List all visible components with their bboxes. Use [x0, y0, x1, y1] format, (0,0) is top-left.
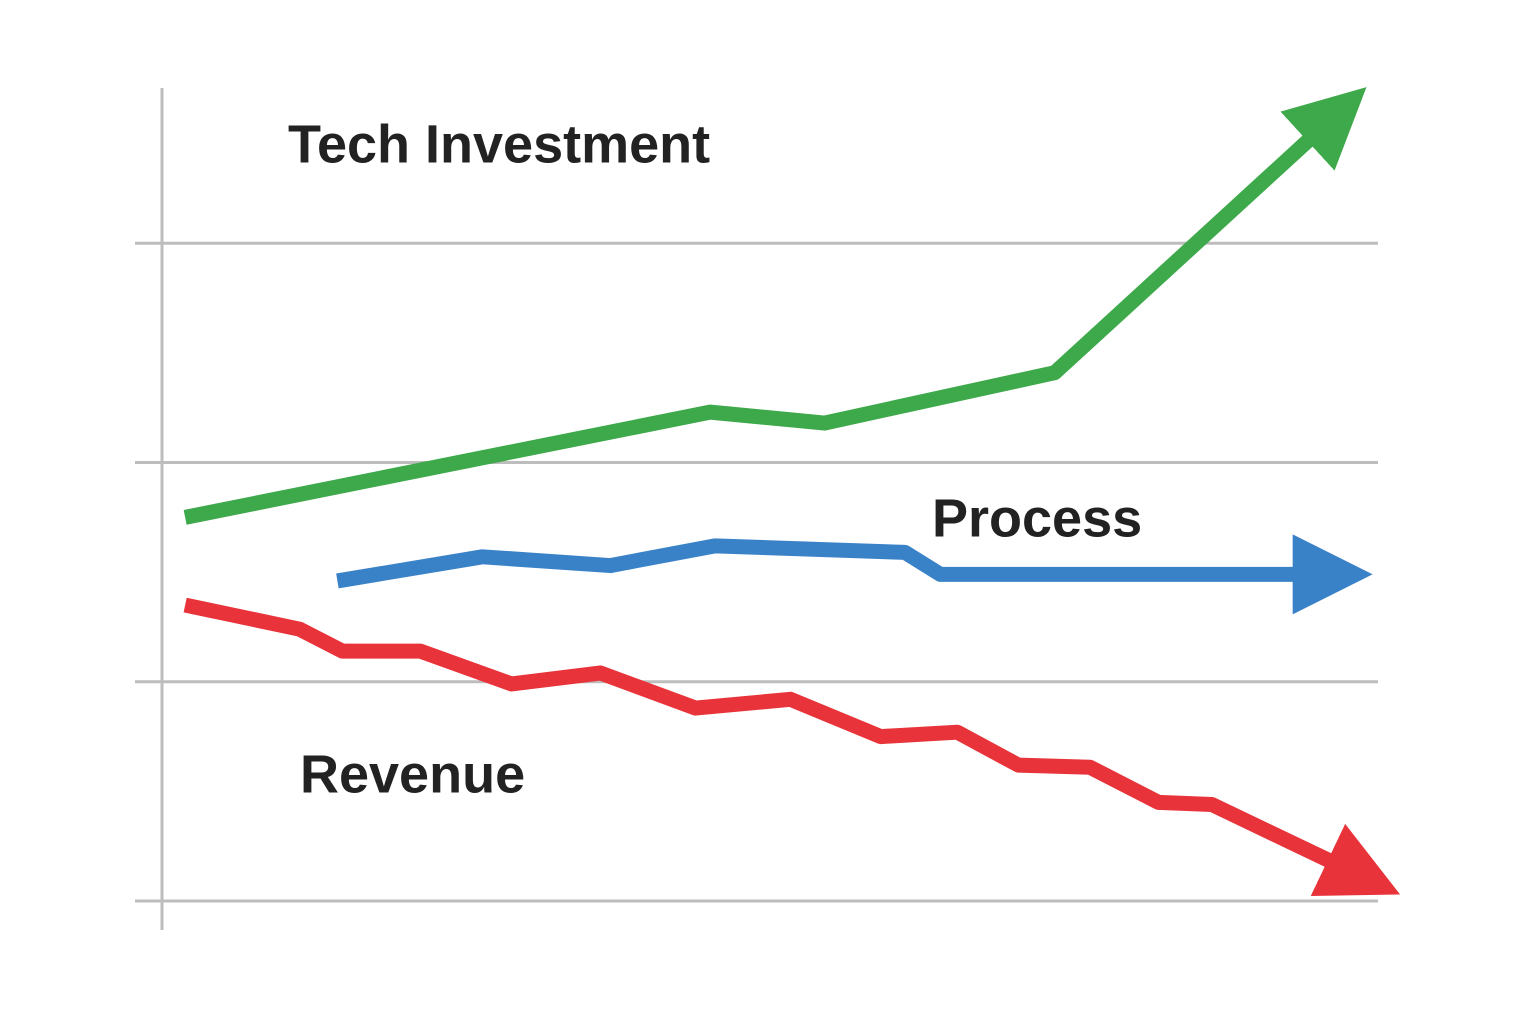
series-line	[183, 87, 1367, 525]
series-label: Revenue	[300, 744, 525, 804]
series-line	[336, 534, 1373, 615]
series-line	[183, 597, 1401, 897]
series-label: Process	[932, 488, 1142, 548]
series-label: Tech Investment	[288, 114, 710, 174]
